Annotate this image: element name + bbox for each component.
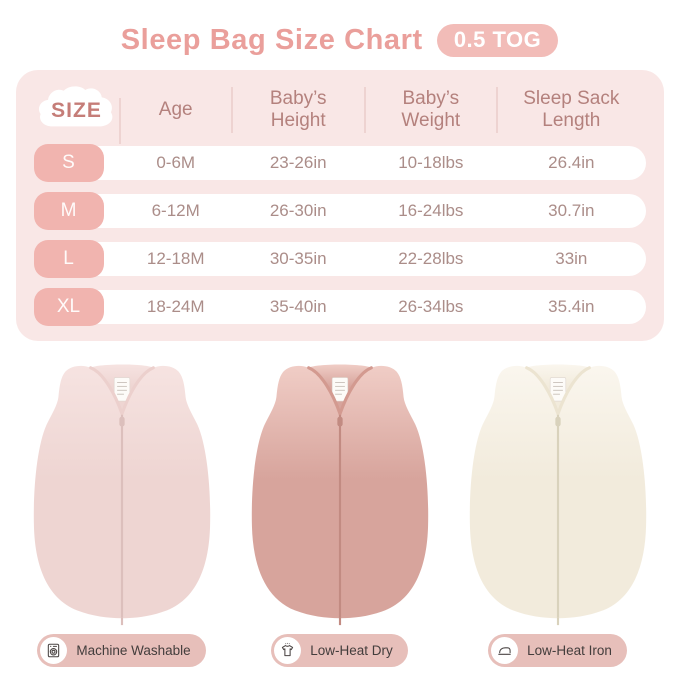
table-row-xl: XL 18-24M 35-40in 26-34lbs 35.4in — [33, 288, 646, 326]
page-title: Sleep Bag Size Chart — [120, 24, 423, 56]
care-badge-low-heat-iron: Low-Heat Iron — [488, 634, 627, 667]
size-column-header: SIZE — [51, 99, 102, 123]
cell-height: 26-30in — [269, 201, 327, 220]
cell-weight: 22-28lbs — [398, 249, 464, 268]
sleep-bag-light-pink — [23, 358, 221, 630]
size-chart-card: SIZE Age Baby’s Height Baby’s Weight Sle… — [15, 70, 664, 341]
cell-length: 33in — [555, 249, 588, 268]
column-header-age: Age — [118, 97, 232, 145]
care-label: Low-Heat Iron — [527, 643, 612, 658]
neck-tag — [331, 377, 348, 402]
cell-weight: 10-18lbs — [398, 153, 464, 172]
neck-tag — [549, 377, 566, 402]
column-header-weight: Baby’s Weight — [363, 86, 498, 133]
cell-weight: 16-24lbs — [398, 201, 464, 220]
column-header-length: Sleep Sack Length — [496, 86, 645, 133]
tshirt-dry-icon — [282, 642, 294, 657]
cell-weight: 26-34lbs — [398, 297, 464, 316]
size-pill: S — [33, 144, 104, 182]
product-images-row — [0, 358, 679, 630]
tog-badge: 0.5 TOG — [436, 24, 559, 57]
sleep-bag-image — [469, 364, 646, 626]
neck-tag — [113, 377, 130, 402]
size-pill: M — [33, 192, 104, 230]
neckline-trim — [88, 366, 155, 419]
care-label: Machine Washable — [76, 643, 191, 658]
column-header-height: Baby’s Height — [230, 86, 365, 133]
cell-height: 35-40in — [269, 297, 327, 316]
washing-machine-icon — [48, 643, 60, 658]
sleep-bag-ivory — [459, 358, 657, 630]
care-badge-low-heat-dry: Low-Heat Dry — [271, 634, 408, 667]
neckline-trim — [524, 366, 591, 419]
iron-icon — [498, 647, 511, 655]
table-row-s: S 0-6M 23-26in 10-18lbs 26.4in — [33, 144, 646, 182]
cell-length: 35.4in — [548, 297, 595, 316]
cell-age: 18-24M — [146, 297, 205, 316]
care-badges-row: Machine Washable Low-Heat Dry — [0, 634, 679, 667]
table-row-l: L 12-18M 30-35in 22-28lbs 33in — [33, 240, 646, 278]
title-row: Sleep Bag Size Chart 0.5 TOG — [0, 24, 679, 57]
neckline-trim — [306, 366, 373, 419]
zipper-pull — [118, 416, 125, 427]
cell-age: 0-6M — [156, 153, 196, 172]
size-cloud: SIZE — [34, 80, 120, 138]
cell-length: 30.7in — [548, 201, 595, 220]
cell-height: 23-26in — [269, 153, 327, 172]
size-chart-rows: S 0-6M 23-26in 10-18lbs 26.4in M 6-12M 2… — [33, 144, 646, 326]
sleep-bag-image — [251, 364, 428, 626]
sleep-bag-image — [33, 364, 210, 626]
size-chart-header: SIZE Age Baby’s Height Baby’s Weight Sle… — [34, 80, 646, 145]
zipper-pull — [336, 416, 343, 427]
care-label: Low-Heat Dry — [310, 643, 393, 658]
zipper-pull — [554, 416, 561, 427]
care-badge-machine-washable: Machine Washable — [37, 634, 206, 667]
sleep-bag-dusty-rose — [241, 358, 439, 630]
cell-age: 12-18M — [146, 249, 205, 268]
cell-age: 6-12M — [151, 201, 200, 220]
size-pill: XL — [33, 288, 104, 326]
cell-length: 26.4in — [548, 153, 595, 172]
cloud-icon — [38, 86, 112, 127]
size-pill: L — [33, 240, 104, 278]
cell-height: 30-35in — [269, 249, 327, 268]
table-row-m: M 6-12M 26-30in 16-24lbs 30.7in — [33, 192, 646, 230]
